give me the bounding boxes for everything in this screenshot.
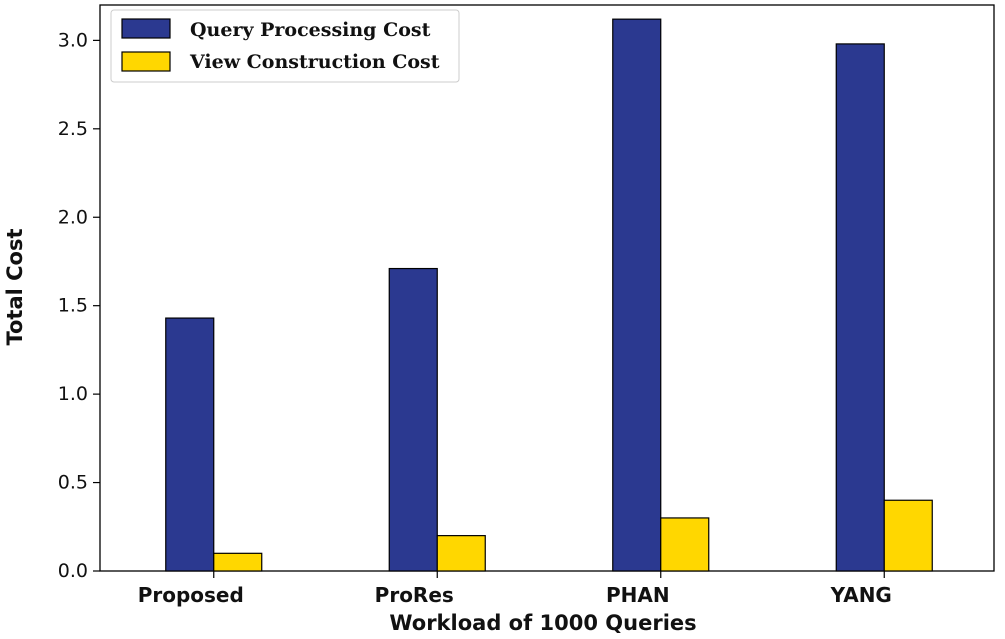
bar-view-construction-proposed [213,552,263,572]
x-tick-label-yang: YANG [830,583,892,607]
y-axis-title: Total Cost [3,228,27,345]
legend-label-query-processing: Query Processing Cost [190,19,431,41]
x-tick-label-prores: ProRes [375,583,454,607]
bars [165,18,933,572]
bar-query-processing-proposed [165,317,215,572]
bar-view-construction-phan [660,517,710,572]
x-axis: Proposed ProRes PHAN YANG [138,571,892,607]
y-axis: 0.0 0.5 1.0 1.5 2.0 2.5 3.0 [58,29,100,582]
y-tick-label: 3.0 [58,29,88,51]
y-tick-label: 0.0 [58,560,88,582]
bar-view-construction-yang [883,499,933,572]
legend-swatch-view-construction [121,51,171,72]
bar-query-processing-phan [612,18,662,572]
legend-label-view-construction: View Construction Cost [189,51,440,73]
plot-border [99,4,995,572]
bar-query-processing-yang [835,43,885,572]
y-tick-label: 1.0 [58,383,88,405]
y-tick-label: 1.5 [58,295,88,317]
x-axis-title: Workload of 1000 Queries [389,611,696,635]
legend-swatch-query-processing [121,18,171,39]
x-tick-label-phan: PHAN [606,583,670,607]
x-tick-label-proposed: Proposed [138,583,244,607]
legend: Query Processing Cost View Construction … [110,9,460,83]
bar-view-construction-prores [436,535,486,572]
plot-area [99,4,995,572]
y-tick-label: 2.0 [58,206,88,228]
y-tick-label: 0.5 [58,472,88,494]
bar-query-processing-prores [388,267,438,572]
legend-frame [110,9,460,83]
y-tick-label: 2.5 [58,118,88,140]
